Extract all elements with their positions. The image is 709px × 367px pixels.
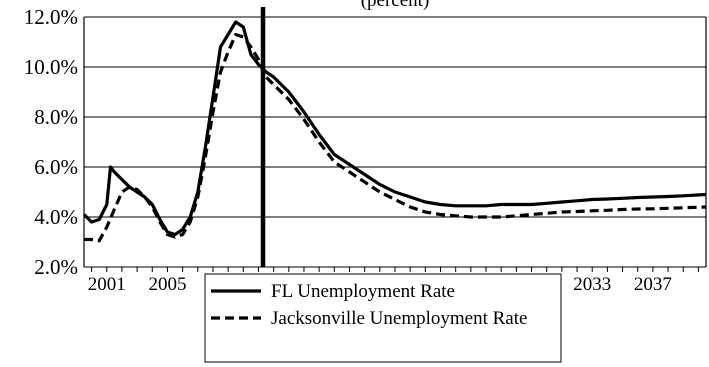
y-axis: 2.0% 4.0% 6.0% 8.0% 10.0% 12.0% bbox=[24, 5, 78, 279]
x-tick-label: 2005 bbox=[148, 274, 186, 295]
legend: FL Unemployment Rate Jacksonville Unemplo… bbox=[204, 273, 562, 363]
series-layer bbox=[82, 20, 707, 243]
legend-box bbox=[204, 273, 562, 363]
x-tick-label: 2001 bbox=[88, 274, 126, 295]
y-tick-label: 8.0% bbox=[34, 105, 78, 129]
series-line-jacksonville bbox=[84, 32, 707, 243]
chart-title-fragment: (percent) bbox=[361, 0, 430, 11]
y-tick-label: 12.0% bbox=[24, 5, 78, 29]
y-tick-label: 2.0% bbox=[34, 255, 78, 279]
y-tick-label: 4.0% bbox=[34, 205, 78, 229]
y-tick-label: 6.0% bbox=[34, 155, 78, 179]
legend-label: FL Unemployment Rate bbox=[271, 281, 455, 302]
legend-label: Jacksonville Unemployment Rate bbox=[271, 308, 527, 329]
y-tick-label: 10.0% bbox=[24, 55, 78, 79]
x-tick-label: 2037 bbox=[634, 274, 672, 295]
gridlines bbox=[84, 16, 706, 268]
series-line-fl bbox=[82, 20, 707, 237]
plot-frame bbox=[83, 17, 707, 267]
x-tick-label: 2033 bbox=[573, 274, 611, 295]
